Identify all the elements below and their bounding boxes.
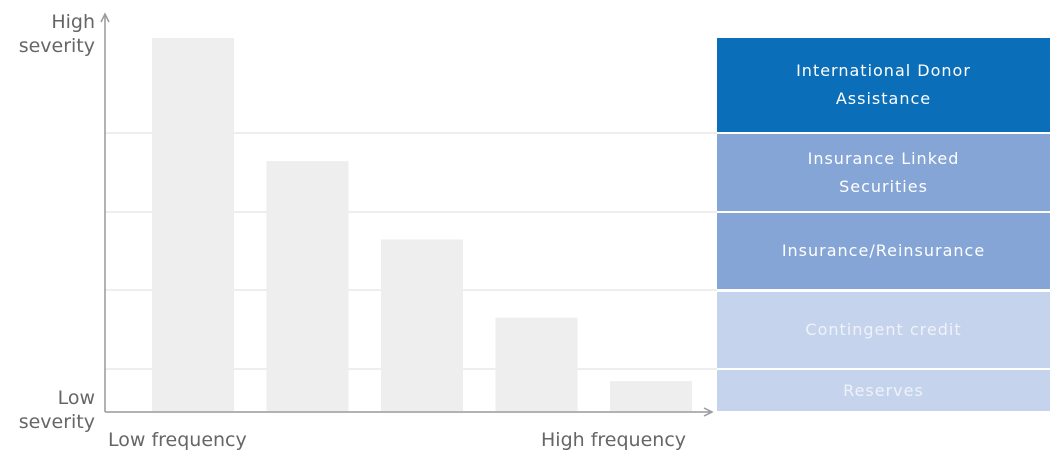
layer-insurance-reinsurance: Insurance/Reinsurance — [717, 213, 1050, 289]
x-axis-right-label: High frequency — [541, 429, 687, 451]
layer-label-line2: Securities — [839, 176, 928, 196]
bar-5 — [610, 381, 692, 411]
bar-1 — [152, 38, 234, 411]
y-axis-bottom-label-line2: severity — [18, 411, 95, 433]
bar-2 — [266, 161, 349, 411]
layer-label-line1: Insurance Linked — [807, 148, 960, 168]
bar-3 — [381, 239, 463, 411]
layer-label-line1: Reserves — [843, 380, 924, 400]
y-axis-arrow-icon — [100, 12, 110, 23]
x-axis-arrow-icon — [703, 407, 714, 417]
y-axis-top-label-line1: High — [51, 11, 95, 33]
y-axis-top-label: High severity — [0, 10, 95, 58]
y-axis-top-label-line2: severity — [18, 35, 95, 57]
layer-label-line1: Contingent credit — [805, 320, 962, 339]
y-axis-bottom-label: Low severity — [0, 386, 95, 434]
layer-contingent-credit: Contingent credit — [717, 292, 1050, 368]
y-axis-bottom-label-line1: Low — [57, 387, 95, 409]
bar-4 — [495, 317, 578, 411]
layer-label-line2: Assistance — [835, 89, 932, 108]
layer-insurance-linked-securities: Insurance Linked Securities — [717, 134, 1050, 211]
x-axis-left-label: Low frequency — [108, 429, 247, 451]
layer-label-line1: International Donor — [796, 61, 971, 80]
layer-reserves: Reserves — [717, 370, 1050, 411]
bars — [152, 38, 692, 411]
layer-label-line1: Insurance/Reinsurance — [781, 241, 986, 260]
layer-international-donor-assistance: International Donor Assistance — [717, 38, 1050, 132]
